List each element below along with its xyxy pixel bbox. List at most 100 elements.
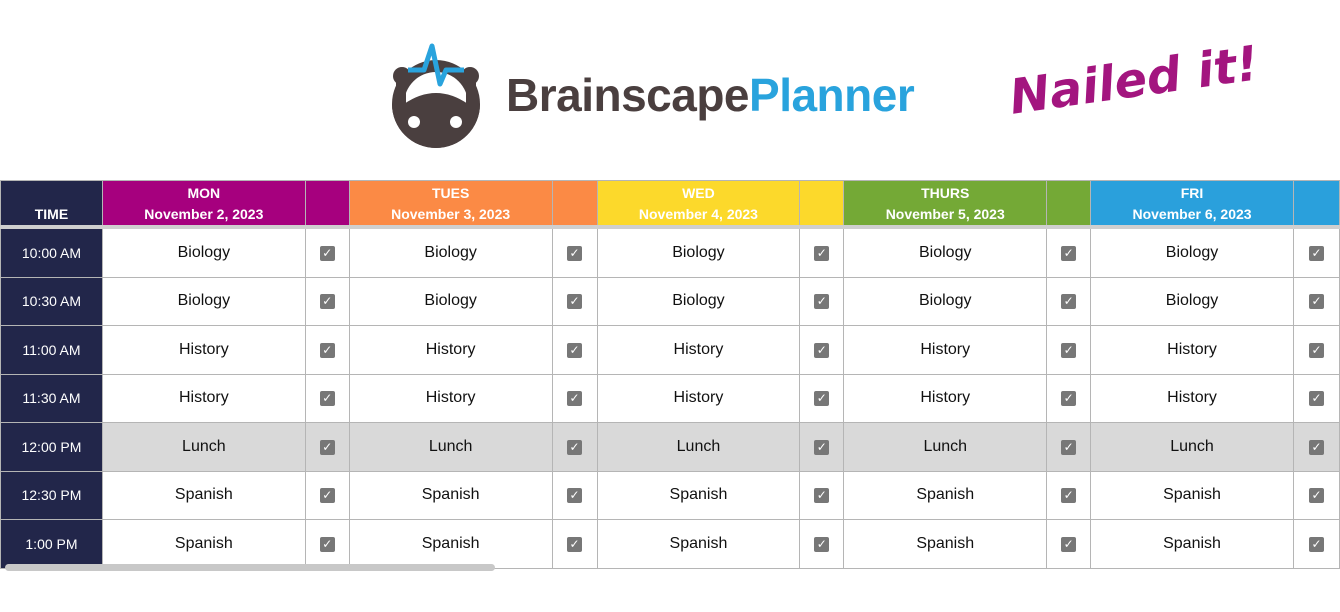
subject-cell[interactable]: Lunch (1090, 422, 1294, 472)
checkbox-checked-icon[interactable]: ✓ (1061, 342, 1077, 358)
checkbox-checked-icon[interactable]: ✓ (1308, 294, 1324, 310)
checkbox-checked-icon[interactable]: ✓ (567, 488, 583, 504)
checkbox-cell[interactable]: ✓ (1046, 422, 1092, 472)
checkbox-checked-icon[interactable]: ✓ (814, 488, 830, 504)
subject-cell[interactable]: Biology (348, 276, 553, 326)
subject-cell[interactable]: History (348, 373, 553, 423)
subject-cell[interactable]: Spanish (348, 519, 553, 569)
subject-cell[interactable]: Spanish (1090, 470, 1294, 520)
checkbox-cell[interactable]: ✓ (1292, 422, 1340, 472)
subject-cell[interactable]: Lunch (101, 422, 306, 472)
checkbox-checked-icon[interactable]: ✓ (319, 488, 335, 504)
subject-cell[interactable]: Spanish (843, 470, 1048, 520)
subject-cell[interactable]: History (101, 325, 306, 375)
subject-cell[interactable]: Biology (596, 276, 801, 326)
checkbox-cell[interactable]: ✓ (1292, 276, 1340, 326)
checkbox-checked-icon[interactable]: ✓ (814, 439, 830, 455)
subject-cell[interactable]: Biology (101, 276, 306, 326)
checkbox-checked-icon[interactable]: ✓ (319, 294, 335, 310)
checkbox-cell[interactable]: ✓ (1046, 373, 1092, 423)
subject-cell[interactable]: Spanish (596, 519, 801, 569)
checkbox-cell[interactable]: ✓ (551, 373, 598, 423)
checkbox-cell[interactable]: ✓ (1046, 470, 1092, 520)
checkbox-cell[interactable]: ✓ (1046, 276, 1092, 326)
subject-cell[interactable]: History (1090, 373, 1294, 423)
checkbox-checked-icon[interactable]: ✓ (567, 391, 583, 407)
checkbox-cell[interactable]: ✓ (551, 276, 598, 326)
subject-cell[interactable]: Spanish (1090, 519, 1294, 569)
checkbox-cell[interactable]: ✓ (1046, 325, 1092, 375)
checkbox-cell[interactable]: ✓ (799, 422, 845, 472)
checkbox-checked-icon[interactable]: ✓ (1061, 391, 1077, 407)
checkbox-cell[interactable]: ✓ (799, 325, 845, 375)
checkbox-checked-icon[interactable]: ✓ (1061, 245, 1077, 261)
checkbox-cell[interactable]: ✓ (1292, 373, 1340, 423)
checkbox-cell[interactable]: ✓ (551, 325, 598, 375)
checkbox-cell[interactable]: ✓ (799, 226, 845, 278)
subject-cell[interactable]: Biology (1090, 276, 1294, 326)
checkbox-checked-icon[interactable]: ✓ (1308, 245, 1324, 261)
checkbox-checked-icon[interactable]: ✓ (1308, 488, 1324, 504)
subject-cell[interactable]: History (843, 325, 1048, 375)
checkbox-cell[interactable]: ✓ (1046, 519, 1092, 569)
checkbox-checked-icon[interactable]: ✓ (1061, 536, 1077, 552)
checkbox-cell[interactable]: ✓ (799, 276, 845, 326)
checkbox-cell[interactable]: ✓ (304, 325, 350, 375)
subject-cell[interactable]: History (1090, 325, 1294, 375)
checkbox-cell[interactable]: ✓ (551, 519, 598, 569)
checkbox-cell[interactable]: ✓ (304, 422, 350, 472)
subject-cell[interactable]: Biology (843, 226, 1048, 278)
checkbox-checked-icon[interactable]: ✓ (814, 342, 830, 358)
subject-cell[interactable]: Biology (596, 226, 801, 278)
subject-cell[interactable]: Lunch (596, 422, 801, 472)
checkbox-cell[interactable]: ✓ (304, 519, 350, 569)
checkbox-cell[interactable]: ✓ (799, 519, 845, 569)
checkbox-checked-icon[interactable]: ✓ (1308, 439, 1324, 455)
checkbox-checked-icon[interactable]: ✓ (319, 342, 335, 358)
checkbox-cell[interactable]: ✓ (551, 422, 598, 472)
checkbox-cell[interactable]: ✓ (1292, 325, 1340, 375)
checkbox-checked-icon[interactable]: ✓ (814, 245, 830, 261)
subject-cell[interactable]: History (843, 373, 1048, 423)
checkbox-cell[interactable]: ✓ (1292, 470, 1340, 520)
checkbox-cell[interactable]: ✓ (551, 226, 598, 278)
checkbox-checked-icon[interactable]: ✓ (567, 439, 583, 455)
checkbox-cell[interactable]: ✓ (304, 276, 350, 326)
checkbox-checked-icon[interactable]: ✓ (319, 245, 335, 261)
checkbox-cell[interactable]: ✓ (799, 373, 845, 423)
checkbox-cell[interactable]: ✓ (304, 373, 350, 423)
subject-cell[interactable]: History (348, 325, 553, 375)
checkbox-checked-icon[interactable]: ✓ (567, 536, 583, 552)
checkbox-checked-icon[interactable]: ✓ (1061, 488, 1077, 504)
checkbox-cell[interactable]: ✓ (304, 226, 350, 278)
checkbox-cell[interactable]: ✓ (1046, 226, 1092, 278)
checkbox-cell[interactable]: ✓ (551, 470, 598, 520)
checkbox-checked-icon[interactable]: ✓ (1061, 294, 1077, 310)
subject-cell[interactable]: Spanish (843, 519, 1048, 569)
checkbox-checked-icon[interactable]: ✓ (1061, 439, 1077, 455)
subject-cell[interactable]: History (596, 325, 801, 375)
subject-cell[interactable]: Spanish (596, 470, 801, 520)
subject-cell[interactable]: Biology (1090, 226, 1294, 278)
checkbox-cell[interactable]: ✓ (1292, 226, 1340, 278)
checkbox-cell[interactable]: ✓ (799, 470, 845, 520)
checkbox-checked-icon[interactable]: ✓ (567, 294, 583, 310)
checkbox-checked-icon[interactable]: ✓ (1308, 536, 1324, 552)
checkbox-checked-icon[interactable]: ✓ (567, 245, 583, 261)
checkbox-checked-icon[interactable]: ✓ (1308, 391, 1324, 407)
subject-cell[interactable]: History (596, 373, 801, 423)
subject-cell[interactable]: Lunch (348, 422, 553, 472)
subject-cell[interactable]: Biology (843, 276, 1048, 326)
subject-cell[interactable]: Lunch (843, 422, 1048, 472)
subject-cell[interactable]: Biology (101, 226, 306, 278)
subject-cell[interactable]: History (101, 373, 306, 423)
checkbox-checked-icon[interactable]: ✓ (319, 391, 335, 407)
checkbox-checked-icon[interactable]: ✓ (814, 294, 830, 310)
subject-cell[interactable]: Spanish (101, 470, 306, 520)
checkbox-checked-icon[interactable]: ✓ (567, 342, 583, 358)
checkbox-checked-icon[interactable]: ✓ (319, 439, 335, 455)
subject-cell[interactable]: Spanish (348, 470, 553, 520)
checkbox-checked-icon[interactable]: ✓ (319, 536, 335, 552)
checkbox-checked-icon[interactable]: ✓ (814, 391, 830, 407)
horizontal-scrollbar[interactable] (5, 564, 495, 571)
